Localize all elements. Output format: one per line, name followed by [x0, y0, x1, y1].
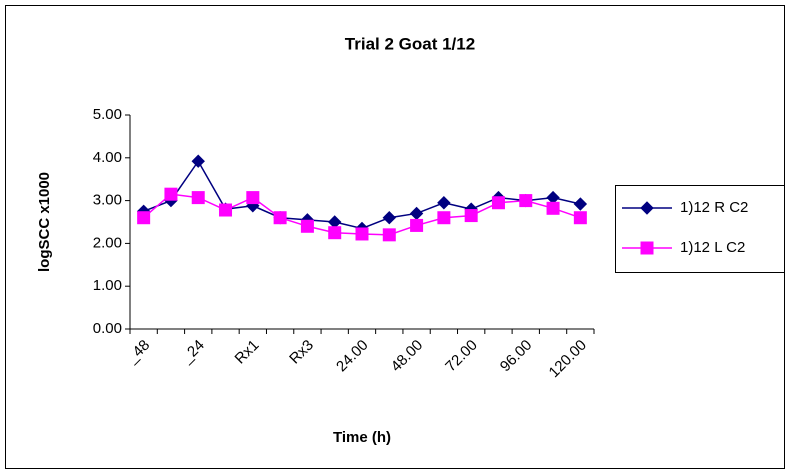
- legend-label: 1)12 R C2: [680, 199, 748, 216]
- data-point: [491, 196, 505, 210]
- data-point: [573, 197, 588, 211]
- x-axis-label: Time (h): [333, 429, 391, 446]
- data-point: [191, 154, 205, 168]
- data-point: [219, 203, 233, 217]
- legend-marker: [640, 241, 654, 255]
- data-point: [573, 211, 587, 225]
- legend-label: 1)12 L C2: [680, 239, 745, 256]
- data-point: [246, 191, 260, 205]
- y-tick-label: 1.00: [93, 277, 122, 294]
- y-axis-label: logSCC x1000: [36, 172, 53, 272]
- data-point: [382, 211, 397, 225]
- data-point: [355, 227, 369, 241]
- data-point: [546, 201, 560, 215]
- y-tick-label: 3.00: [93, 192, 122, 209]
- data-point: [464, 209, 478, 223]
- data-point: [300, 219, 314, 233]
- legend-box: [615, 185, 785, 273]
- data-point: [191, 191, 205, 205]
- data-point: [137, 211, 151, 225]
- data-point: [410, 218, 424, 232]
- data-point: [382, 228, 396, 242]
- y-tick-label: 4.00: [93, 149, 122, 166]
- y-tick-label: 5.00: [93, 106, 122, 123]
- data-point: [164, 187, 178, 201]
- chart-title: Trial 2 Goat 1/12: [345, 34, 475, 53]
- data-point: [273, 211, 287, 225]
- y-tick-label: 2.00: [93, 234, 122, 251]
- legend-marker: [640, 201, 654, 215]
- data-point: [437, 211, 451, 225]
- data-point: [519, 194, 533, 208]
- data-point: [437, 196, 451, 210]
- y-tick-label: 0.00: [93, 320, 122, 337]
- data-point: [328, 226, 342, 240]
